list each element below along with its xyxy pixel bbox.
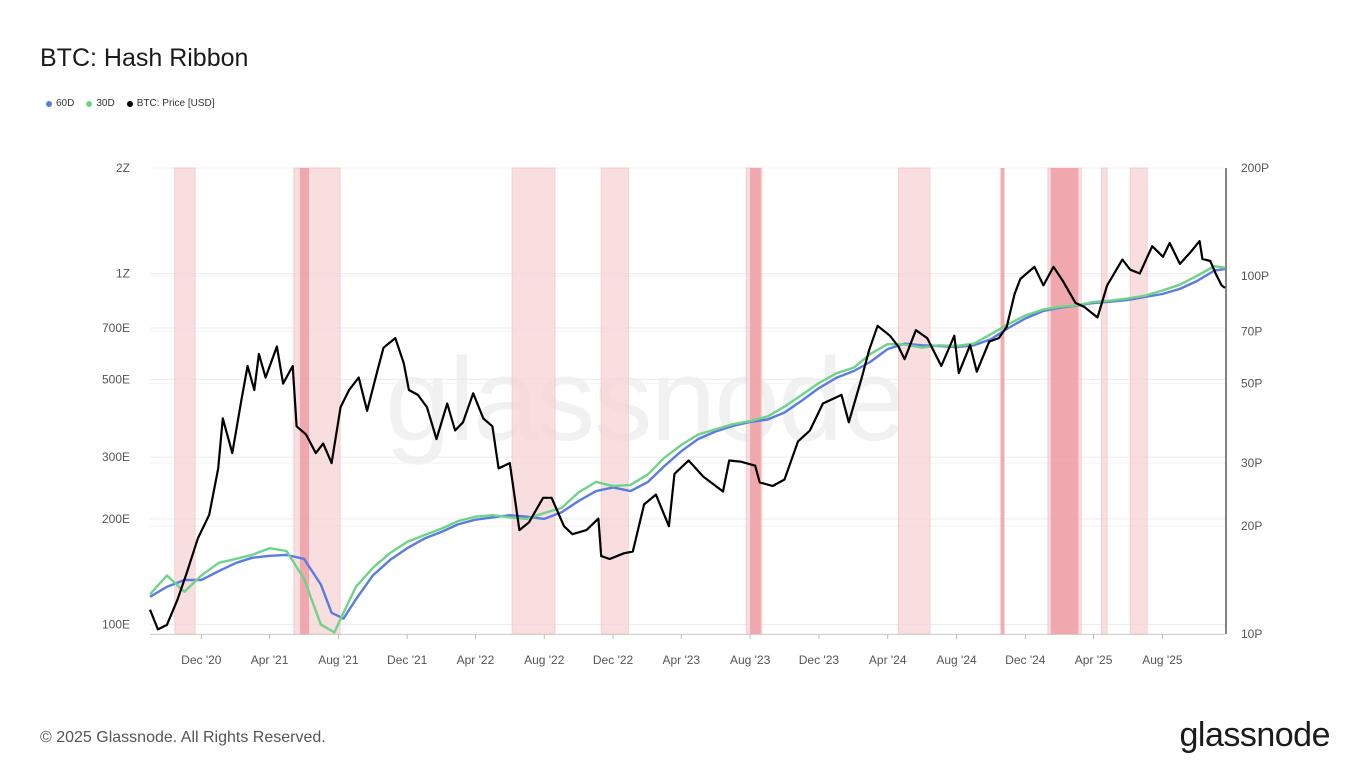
x-tick-label-14: Aug '25 (1142, 653, 1183, 667)
hash-ribbon-60d-line (149, 267, 1226, 620)
legend-label-price: BTC: Price [USD] (136, 98, 215, 109)
x-tick-label-3: Dec '21 (387, 653, 428, 667)
capitulation-band-11 (1101, 167, 1108, 635)
x-tick-label-6: Dec '22 (593, 653, 634, 667)
x-tick-label-0: Dec '20 (181, 653, 222, 667)
x-tick-label-5: Aug '22 (524, 653, 565, 667)
x-tick-label-12: Dec '24 (1005, 653, 1046, 667)
capitulation-band-0 (174, 167, 196, 635)
y-right-tick-label-5: 100P (1241, 269, 1269, 283)
y-left-tick-label-0: 100E (102, 618, 130, 632)
legend-label-60d: 60D (56, 98, 75, 109)
x-tick-label-8: Aug '23 (730, 653, 771, 667)
x-tick-label-4: Apr '22 (457, 653, 495, 667)
legend-item-60d[interactable]: 60D (46, 98, 74, 109)
y-left-tick-label-2: 300E (102, 450, 130, 464)
y-right-tick-label-3: 50P (1241, 377, 1262, 391)
legend-item-30d[interactable]: 30D (86, 98, 115, 109)
y-right-tick-label-6: 200P (1241, 161, 1269, 175)
y-right-tick-label-1: 20P (1241, 519, 1262, 533)
btc-price-line (148, 240, 1226, 631)
copyright-footer: © 2025 Glassnode. All Rights Reserved. (40, 729, 326, 746)
legend-dot-60d (46, 100, 52, 107)
y-left-tick-label-3: 500E (102, 372, 130, 386)
y-right-tick-label-2: 30P (1241, 456, 1262, 470)
chart-title: BTC: Hash Ribbon (40, 44, 249, 72)
y-left-tick-label-6: 2Z (116, 161, 130, 175)
y-left-tick-label-4: 700E (102, 321, 130, 335)
capitulation-band-4 (600, 167, 629, 635)
capitulation-band-6 (750, 168, 761, 634)
x-tick-label-7: Apr '23 (662, 653, 700, 667)
x-tick-label-11: Aug '24 (936, 653, 977, 667)
legend-dot-price (126, 100, 133, 107)
brand-logo: glassnode (1179, 716, 1330, 754)
x-tick-label-2: Aug '21 (318, 653, 359, 667)
chart-legend: 60D 30D BTC: Price [USD] (46, 98, 215, 109)
y-left-tick-label-5: 1Z (116, 267, 130, 281)
capitulation-band-3 (511, 167, 556, 635)
y-left-tick-label-1: 200E (102, 512, 130, 526)
capitulation-band-12 (1129, 167, 1148, 635)
legend-dot-30d (86, 100, 93, 107)
y-right-tick-label-4: 70P (1241, 324, 1262, 338)
legend-item-price[interactable]: BTC: Price [USD] (126, 98, 215, 109)
capitulation-band-10 (1050, 168, 1079, 634)
legend-label-30d: 30D (96, 98, 115, 109)
hash-ribbon-30d-line (149, 265, 1226, 634)
capitulation-band-8 (1000, 168, 1005, 634)
capitulation-band-7 (898, 167, 931, 635)
x-tick-label-9: Dec '23 (799, 653, 840, 667)
x-tick-label-1: Apr '21 (251, 653, 289, 667)
x-tick-label-13: Apr '25 (1075, 653, 1113, 667)
x-tick-label-10: Apr '24 (869, 653, 907, 667)
y-right-tick-label-0: 10P (1241, 627, 1262, 641)
capitulation-band-2 (300, 168, 310, 634)
